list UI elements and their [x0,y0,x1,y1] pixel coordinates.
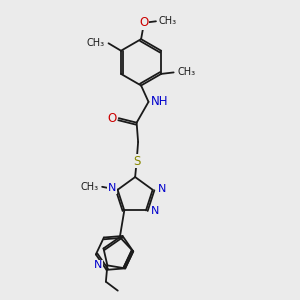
Text: CH₃: CH₃ [86,38,105,48]
Text: N: N [151,206,160,216]
Text: N: N [108,183,116,193]
Text: CH₃: CH₃ [159,16,177,26]
Text: N: N [158,184,166,194]
Text: CH₃: CH₃ [178,68,196,77]
Text: O: O [107,112,116,125]
Text: CH₃: CH₃ [80,182,98,192]
Text: S: S [133,155,140,168]
Text: NH: NH [151,95,168,108]
Text: O: O [140,16,149,29]
Text: N: N [94,260,102,270]
